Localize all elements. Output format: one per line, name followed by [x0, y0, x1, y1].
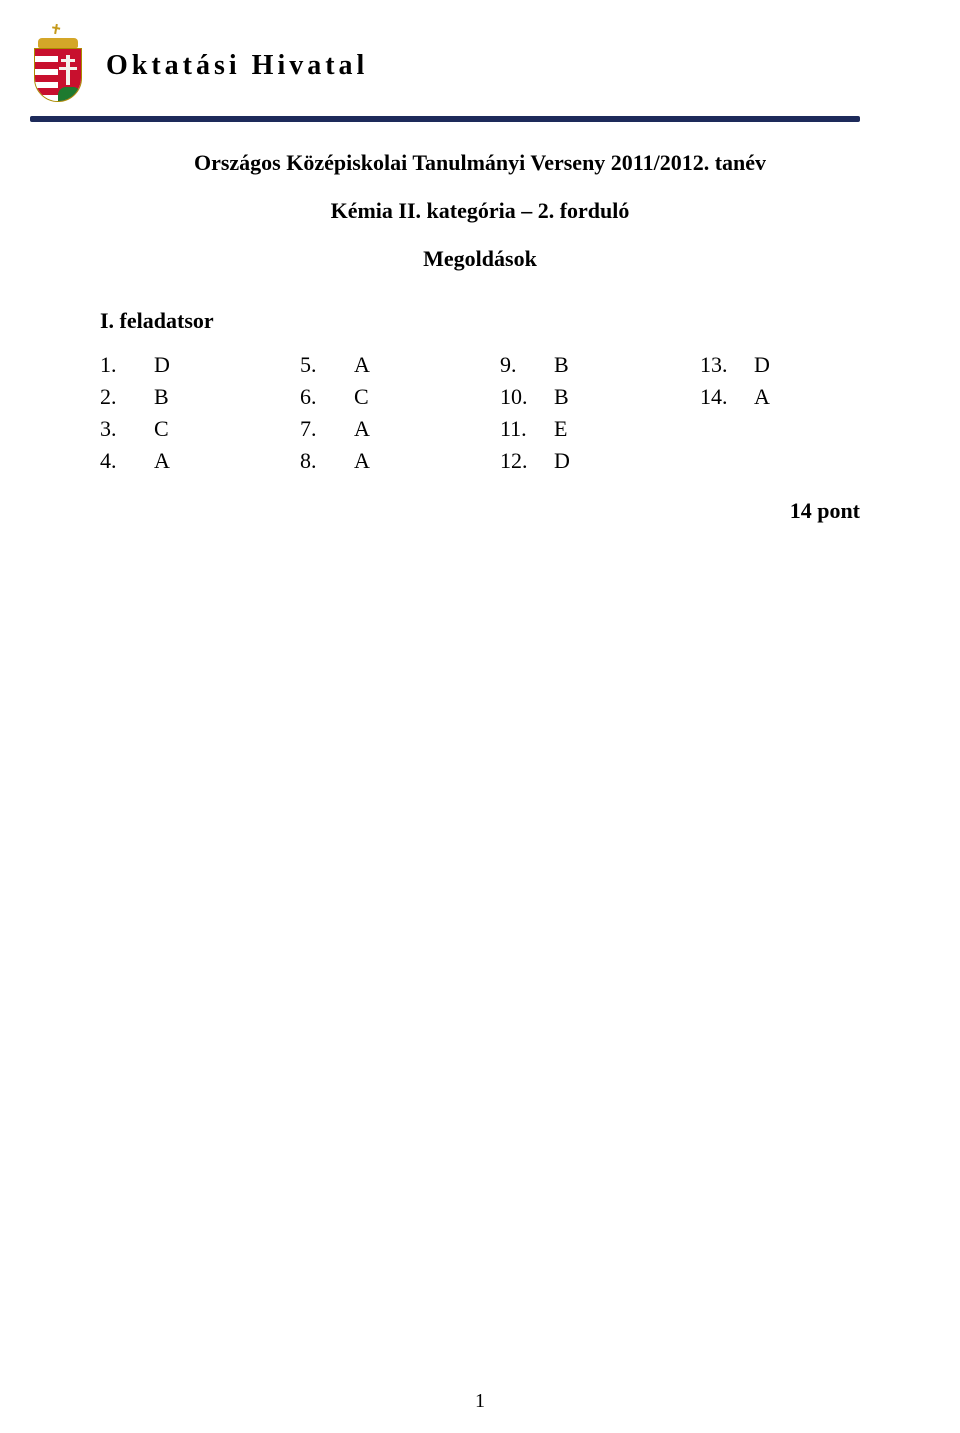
- answer-row: 5. A: [300, 352, 460, 378]
- answer-value: A: [354, 352, 370, 378]
- title-line-2: Kémia II. kategória – 2. forduló: [100, 198, 860, 224]
- answer-value: A: [354, 448, 370, 474]
- coat-of-arms-icon: [30, 28, 86, 104]
- answer-number: 13.: [700, 352, 730, 378]
- answer-number: 9.: [500, 352, 530, 378]
- answer-number: 3.: [100, 416, 130, 442]
- answer-row: 4. A: [100, 448, 260, 474]
- answer-row: 10. B: [500, 384, 660, 410]
- answer-row: 11. E: [500, 416, 660, 442]
- answer-number: 8.: [300, 448, 330, 474]
- answer-value: A: [754, 384, 770, 410]
- answer-row: 13. D: [700, 352, 860, 378]
- answer-value: D: [154, 352, 170, 378]
- answer-row: 2. B: [100, 384, 260, 410]
- document-header: Oktatási Hivatal: [100, 28, 860, 104]
- answer-value: A: [354, 416, 370, 442]
- answer-value: E: [554, 416, 567, 442]
- answers-col-2: 5. A 6. C 7. A 8. A: [300, 352, 460, 474]
- page-number: 1: [0, 1390, 960, 1413]
- answer-row: 1. D: [100, 352, 260, 378]
- answer-row: 7. A: [300, 416, 460, 442]
- answer-value: D: [554, 448, 570, 474]
- answer-row: 6. C: [300, 384, 460, 410]
- shield-icon: [34, 48, 82, 102]
- answer-value: B: [554, 352, 569, 378]
- title-line-3: Megoldások: [100, 246, 860, 272]
- org-title: Oktatási Hivatal: [106, 50, 368, 82]
- answer-row: 14. A: [700, 384, 860, 410]
- answer-value: A: [154, 448, 170, 474]
- answer-number: 7.: [300, 416, 330, 442]
- crown-icon: [35, 28, 81, 48]
- answer-value: C: [154, 416, 169, 442]
- answers-col-4: 13. D 14. A: [700, 352, 860, 474]
- answer-number: 14.: [700, 384, 730, 410]
- page: Oktatási Hivatal Országos Középiskolai T…: [0, 0, 960, 1433]
- answer-row: 3. C: [100, 416, 260, 442]
- answers-grid: 1. D 2. B 3. C 4. A 5. A 6. C: [100, 352, 860, 474]
- answer-value: D: [754, 352, 770, 378]
- answers-col-3: 9. B 10. B 11. E 12. D: [500, 352, 660, 474]
- answer-number: 4.: [100, 448, 130, 474]
- title-block: Országos Középiskolai Tanulmányi Verseny…: [100, 150, 860, 272]
- answer-row: 12. D: [500, 448, 660, 474]
- answer-number: 11.: [500, 416, 530, 442]
- section-1-points: 14 pont: [100, 498, 860, 524]
- title-line-1: Országos Középiskolai Tanulmányi Verseny…: [100, 150, 860, 176]
- answer-value: C: [354, 384, 369, 410]
- answer-row: 8. A: [300, 448, 460, 474]
- answer-value: B: [554, 384, 569, 410]
- answer-number: 2.: [100, 384, 130, 410]
- answer-number: 6.: [300, 384, 330, 410]
- section-1-heading: I. feladatsor: [100, 308, 860, 334]
- header-rule: [30, 116, 860, 122]
- answer-number: 12.: [500, 448, 530, 474]
- answer-value: B: [154, 384, 169, 410]
- answer-number: 10.: [500, 384, 530, 410]
- answer-number: 1.: [100, 352, 130, 378]
- answer-row: 9. B: [500, 352, 660, 378]
- answers-col-1: 1. D 2. B 3. C 4. A: [100, 352, 260, 474]
- answer-number: 5.: [300, 352, 330, 378]
